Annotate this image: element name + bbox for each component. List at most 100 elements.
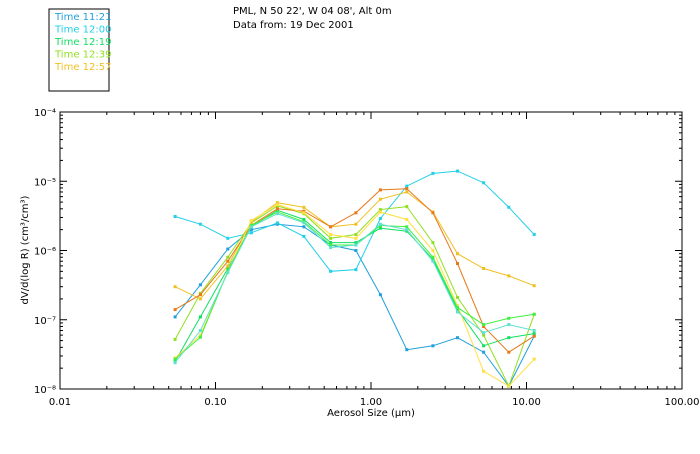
data-point	[378, 226, 382, 230]
data-point	[302, 225, 306, 229]
data-point	[507, 205, 511, 209]
data-point	[378, 293, 382, 297]
data-point	[482, 181, 486, 185]
data-point	[482, 333, 486, 337]
data-point	[456, 310, 459, 314]
data-point	[226, 236, 230, 240]
data-point	[378, 210, 382, 214]
data-point	[302, 221, 306, 225]
plot-frame	[59, 111, 683, 390]
data-point	[507, 350, 511, 354]
data-point	[173, 361, 177, 365]
y-tick-label: 10⁻⁶	[34, 247, 56, 258]
data-point	[354, 243, 358, 247]
legend-entry: Time 12:57	[54, 62, 111, 73]
data-point	[507, 323, 511, 327]
data-point	[302, 218, 306, 221]
legend-entry: Time 12:39	[54, 50, 111, 61]
data-point	[275, 210, 279, 214]
data-point	[532, 329, 536, 332]
y-tick-label: 10⁻⁸	[34, 385, 56, 396]
data-point	[507, 336, 511, 340]
data-point	[482, 369, 486, 373]
data-point	[456, 308, 459, 312]
data-point	[532, 284, 536, 288]
y-tick-label: 10⁻⁴	[34, 108, 56, 119]
axis-ticks	[59, 111, 683, 390]
data-point	[198, 222, 202, 226]
series-line	[174, 209, 535, 362]
data-point	[354, 233, 358, 236]
data-point	[329, 225, 333, 229]
data-point	[173, 308, 177, 312]
data-point	[431, 255, 435, 259]
data-point	[378, 222, 382, 226]
y-tick-label: 10⁻⁷	[34, 316, 56, 327]
data-point	[329, 246, 333, 250]
series-1	[173, 222, 536, 388]
data-point	[456, 336, 459, 340]
data-point	[431, 211, 435, 215]
data-point	[249, 225, 253, 229]
series-4	[173, 204, 536, 388]
data-point	[173, 357, 177, 361]
data-point	[507, 274, 511, 278]
data-point	[532, 334, 536, 338]
data-point	[198, 283, 202, 287]
data-point	[482, 267, 486, 270]
header-location: PML, N 50 22', W 04 08', Alt 0m	[233, 6, 392, 17]
data-point	[226, 271, 230, 275]
data-point	[329, 233, 333, 236]
data-point	[431, 257, 435, 261]
series-3	[173, 208, 536, 363]
series-layer	[173, 169, 536, 388]
data-point	[198, 333, 202, 337]
data-point	[532, 332, 536, 336]
data-point	[378, 197, 382, 201]
data-point	[405, 225, 409, 229]
y-tick-label: 10⁻⁵	[34, 177, 56, 188]
x-tick-label: 1.00	[360, 397, 382, 408]
data-point	[198, 329, 202, 332]
data-point	[198, 293, 202, 297]
legend-entry: Time 12:00	[54, 25, 111, 36]
series-line	[174, 204, 535, 387]
data-point	[329, 241, 333, 245]
data-point	[302, 209, 306, 213]
data-point	[431, 249, 435, 252]
x-tick-label: 100.00	[665, 397, 700, 408]
data-point	[198, 335, 202, 339]
x-tick-label: 0.01	[49, 397, 71, 408]
data-point	[378, 217, 382, 220]
data-point	[456, 295, 459, 299]
data-point	[302, 211, 306, 215]
data-point	[456, 304, 459, 308]
data-point	[275, 201, 279, 205]
data-point	[275, 212, 279, 216]
data-point	[482, 344, 486, 348]
data-point	[405, 184, 409, 188]
y-axis-label: dV/d(log R) (cm³/cm³)	[20, 195, 31, 304]
data-point	[173, 215, 177, 218]
data-point	[405, 190, 409, 194]
series-5	[173, 190, 536, 301]
data-point	[405, 187, 409, 191]
series-line	[174, 213, 535, 364]
x-axis-label: Aerosol Size (μm)	[327, 408, 415, 419]
data-point	[354, 236, 358, 240]
data-point	[532, 357, 536, 361]
data-point	[456, 252, 459, 256]
data-point	[226, 247, 230, 251]
data-point	[431, 171, 435, 175]
data-point	[482, 331, 486, 335]
header-date: Data from: 19 Dec 2001	[233, 20, 354, 31]
data-point	[354, 249, 358, 252]
data-point	[198, 315, 202, 319]
data-point	[482, 323, 486, 327]
data-point	[405, 348, 409, 352]
data-point	[456, 306, 459, 310]
data-point	[226, 259, 230, 263]
data-point	[405, 205, 409, 209]
